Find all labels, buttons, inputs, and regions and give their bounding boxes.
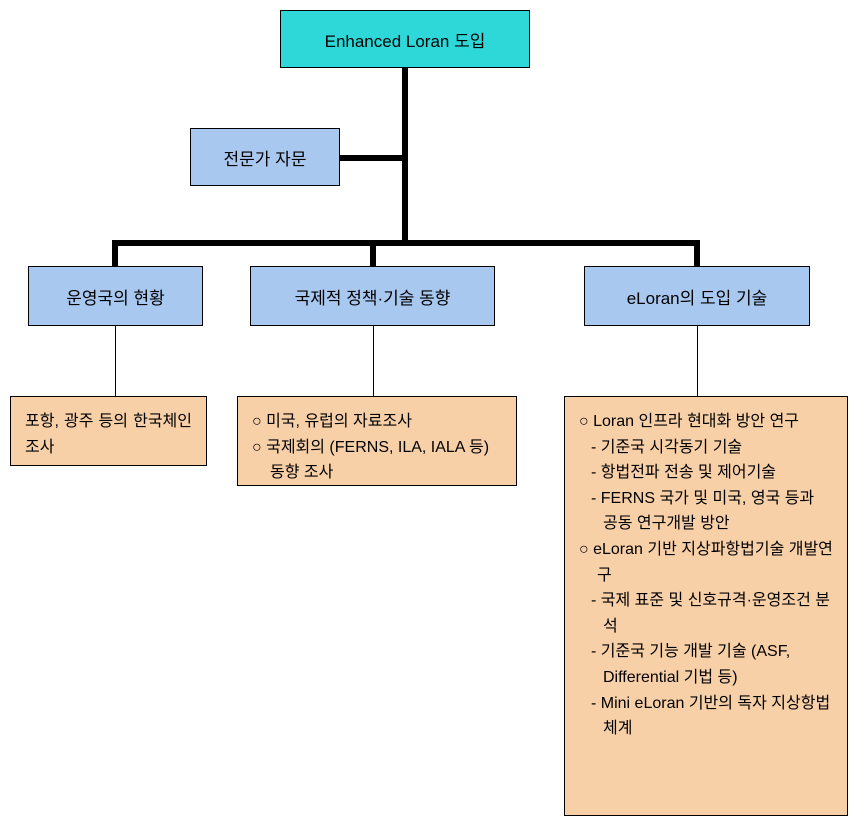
branch-node-operations: 운영국의 현황 <box>28 266 203 326</box>
detail-line: 포항, 광주 등의 한국체인 조사 <box>25 409 192 460</box>
branch-node-eloran: eLoran의 도입 기술 <box>584 266 810 326</box>
connector-thin-b2 <box>373 326 374 396</box>
detail-line: ○ 미국, 유럽의 자료조사 <box>252 409 502 435</box>
connector-root-down <box>402 68 408 240</box>
detail-line: ○ eLoran 기반 지상파항법기술 개발연구 <box>579 537 833 588</box>
connector-horizontal-bar <box>112 240 697 246</box>
connector-thin-b1 <box>115 326 116 396</box>
detail-line: ○ 국제회의 (FERNS, ILA, IALA 등)동향 조사 <box>252 435 502 486</box>
detail-line: - 항법전파 전송 및 제어기술 <box>579 460 833 486</box>
expert-label: 전문가 자문 <box>224 145 307 170</box>
detail-line: ○ Loran 인프라 현대화 방안 연구 <box>579 409 833 435</box>
detail-box-policy: ○ 미국, 유럽의 자료조사○ 국제회의 (FERNS, ILA, IALA 등… <box>237 396 517 486</box>
connector-drop-b2 <box>370 240 376 266</box>
expert-node: 전문가 자문 <box>190 128 340 186</box>
detail-line: - FERNS 국가 및 미국, 영국 등과 공동 연구개발 방안 <box>579 486 833 537</box>
root-node: Enhanced Loran 도입 <box>280 10 530 68</box>
detail-line: - Mini eLoran 기반의 독자 지상항법체계 <box>579 691 833 742</box>
detail-line: - 국제 표준 및 신호규격·운영조건 분석 <box>579 588 833 639</box>
branch-label: 국제적 정책·기술 동향 <box>295 284 451 309</box>
connector-drop-b3 <box>694 240 700 266</box>
connector-thin-b3 <box>697 326 698 396</box>
branch-label: eLoran의 도입 기술 <box>627 284 768 309</box>
detail-box-operations: 포항, 광주 등의 한국체인 조사 <box>10 396 207 466</box>
detail-line: - 기준국 시각동기 기술 <box>579 435 833 461</box>
detail-box-eloran: ○ Loran 인프라 현대화 방안 연구- 기준국 시각동기 기술- 항법전파… <box>564 396 848 816</box>
branch-label: 운영국의 현황 <box>66 284 165 309</box>
branch-node-policy: 국제적 정책·기술 동향 <box>250 266 495 326</box>
connector-drop-b1 <box>112 240 118 266</box>
connector-expert-right <box>340 155 402 161</box>
root-label: Enhanced Loran 도입 <box>325 27 486 52</box>
detail-line: - 기준국 기능 개발 기술 (ASF, Differential 기법 등) <box>579 639 833 690</box>
